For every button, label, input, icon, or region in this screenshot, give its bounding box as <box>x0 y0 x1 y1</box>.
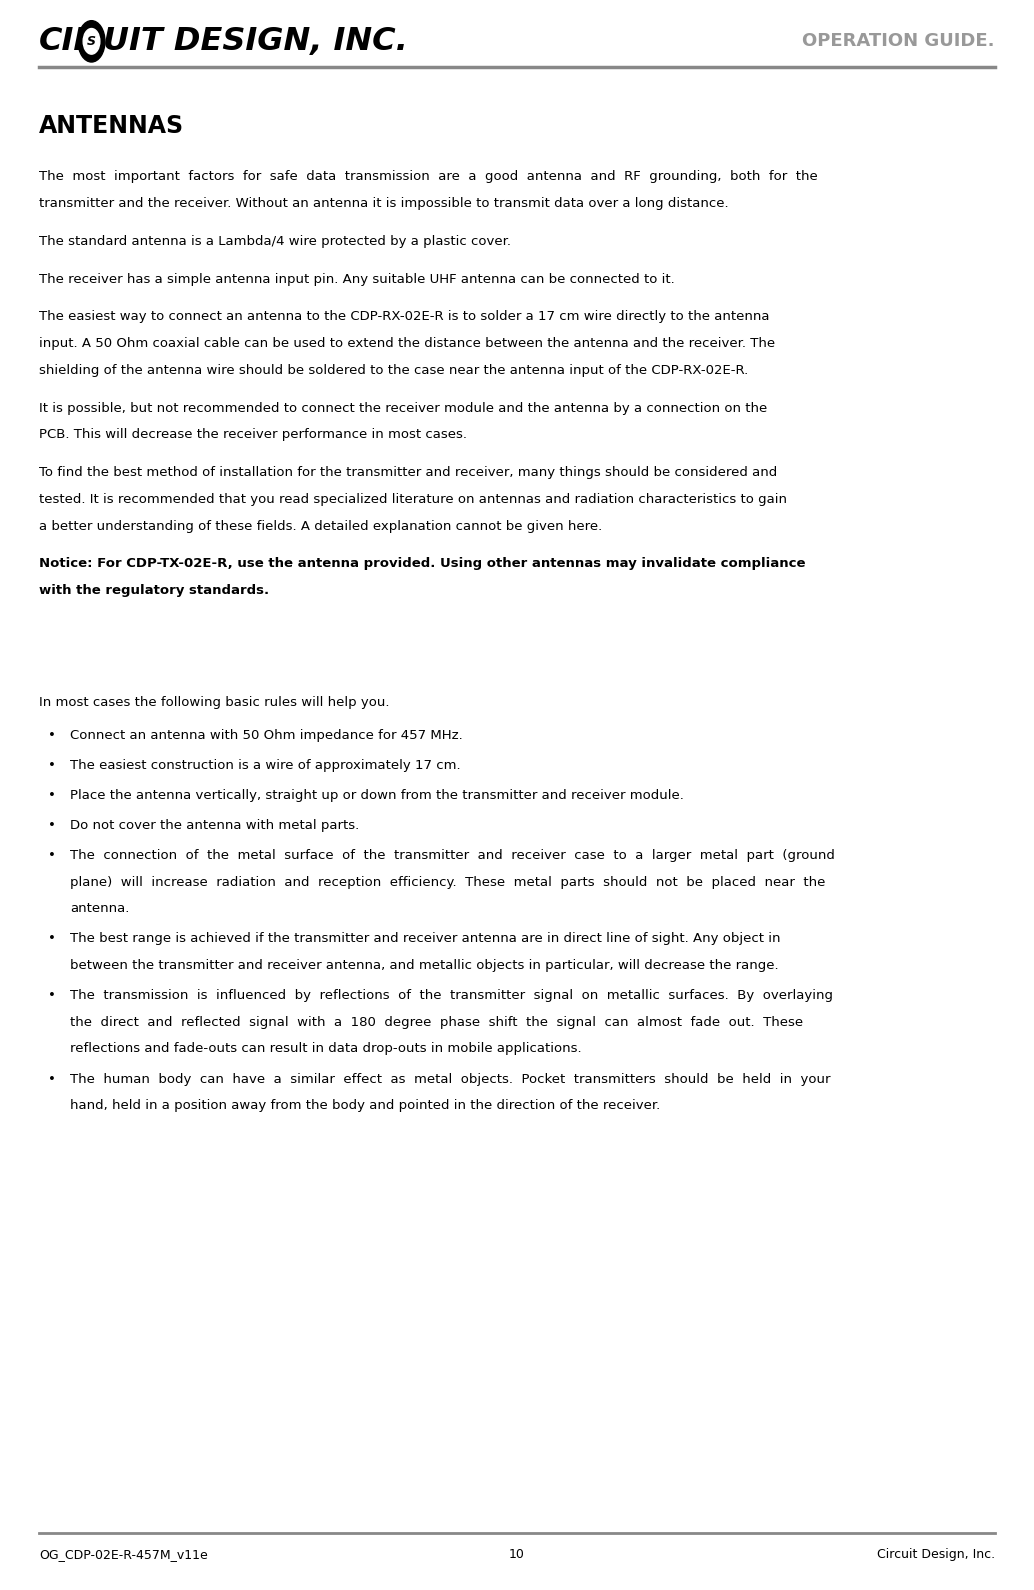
Text: antenna.: antenna. <box>70 902 129 916</box>
Text: plane)  will  increase  radiation  and  reception  efficiency.  These  metal  pa: plane) will increase radiation and recep… <box>70 876 826 889</box>
Text: reflections and fade-outs can result in data drop-outs in mobile applications.: reflections and fade-outs can result in … <box>70 1043 582 1056</box>
Text: It is possible, but not recommended to connect the receiver module and the anten: It is possible, but not recommended to c… <box>39 402 767 415</box>
Text: OPERATION GUIDE.: OPERATION GUIDE. <box>802 32 995 51</box>
Text: S: S <box>87 35 96 48</box>
Circle shape <box>79 21 105 62</box>
Text: hand, held in a position away from the body and pointed in the direction of the : hand, held in a position away from the b… <box>70 1099 661 1113</box>
Text: To find the best method of installation for the transmitter and receiver, many t: To find the best method of installation … <box>39 466 778 479</box>
Text: transmitter and the receiver. Without an antenna it is impossible to transmit da: transmitter and the receiver. Without an… <box>39 197 729 210</box>
Text: Do not cover the antenna with metal parts.: Do not cover the antenna with metal part… <box>70 819 360 832</box>
Text: a better understanding of these fields. A detailed explanation cannot be given h: a better understanding of these fields. … <box>39 520 603 533</box>
Text: •: • <box>48 932 56 946</box>
Text: The receiver has a simple antenna input pin. Any suitable UHF antenna can be con: The receiver has a simple antenna input … <box>39 272 675 286</box>
Text: •: • <box>48 989 56 1002</box>
Text: between the transmitter and receiver antenna, and metallic objects in particular: between the transmitter and receiver ant… <box>70 959 779 971</box>
Text: Circuit Design, Inc.: Circuit Design, Inc. <box>877 1549 995 1561</box>
Text: with the regulatory standards.: with the regulatory standards. <box>39 584 270 598</box>
Text: The best range is achieved if the transmitter and receiver antenna are in direct: The best range is achieved if the transm… <box>70 932 781 946</box>
Text: •: • <box>48 849 56 862</box>
Text: In most cases the following basic rules will help you.: In most cases the following basic rules … <box>39 696 390 709</box>
Text: PCB. This will decrease the receiver performance in most cases.: PCB. This will decrease the receiver per… <box>39 428 467 442</box>
Text: The  human  body  can  have  a  similar  effect  as  metal  objects.  Pocket  tr: The human body can have a similar effect… <box>70 1073 830 1086</box>
Text: tested. It is recommended that you read specialized literature on antennas and r: tested. It is recommended that you read … <box>39 493 787 506</box>
Text: •: • <box>48 819 56 832</box>
Text: •: • <box>48 1073 56 1086</box>
Text: •: • <box>48 789 56 801</box>
Text: shielding of the antenna wire should be soldered to the case near the antenna in: shielding of the antenna wire should be … <box>39 364 749 377</box>
Text: The easiest construction is a wire of approximately 17 cm.: The easiest construction is a wire of ap… <box>70 758 461 771</box>
Text: Notice: For CDP-TX-02E-R, use the antenna provided. Using other antennas may inv: Notice: For CDP-TX-02E-R, use the antenn… <box>39 558 805 571</box>
Text: the  direct  and  reflected  signal  with  a  180  degree  phase  shift  the  si: the direct and reflected signal with a 1… <box>70 1016 803 1029</box>
Text: •: • <box>48 758 56 771</box>
Text: The  most  important  factors  for  safe  data  transmission  are  a  good  ante: The most important factors for safe data… <box>39 170 818 183</box>
Text: ANTENNAS: ANTENNAS <box>39 114 184 138</box>
Text: 10: 10 <box>509 1549 525 1561</box>
Text: The  connection  of  the  metal  surface  of  the  transmitter  and  receiver  c: The connection of the metal surface of t… <box>70 849 835 862</box>
Text: CIR: CIR <box>39 25 99 57</box>
Text: input. A 50 Ohm coaxial cable can be used to extend the distance between the ant: input. A 50 Ohm coaxial cable can be use… <box>39 337 776 350</box>
Text: OG_CDP-02E-R-457M_v11e: OG_CDP-02E-R-457M_v11e <box>39 1549 208 1561</box>
Text: Connect an antenna with 50 Ohm impedance for 457 MHz.: Connect an antenna with 50 Ohm impedance… <box>70 728 463 741</box>
Text: The easiest way to connect an antenna to the CDP-RX-02E-R is to solder a 17 cm w: The easiest way to connect an antenna to… <box>39 310 769 323</box>
Text: Place the antenna vertically, straight up or down from the transmitter and recei: Place the antenna vertically, straight u… <box>70 789 685 801</box>
Text: UIT DESIGN, INC.: UIT DESIGN, INC. <box>103 25 408 57</box>
Text: •: • <box>48 728 56 741</box>
Text: The standard antenna is a Lambda/4 wire protected by a plastic cover.: The standard antenna is a Lambda/4 wire … <box>39 235 511 248</box>
Circle shape <box>83 29 100 54</box>
Text: The  transmission  is  influenced  by  reflections  of  the  transmitter  signal: The transmission is influenced by reflec… <box>70 989 833 1002</box>
